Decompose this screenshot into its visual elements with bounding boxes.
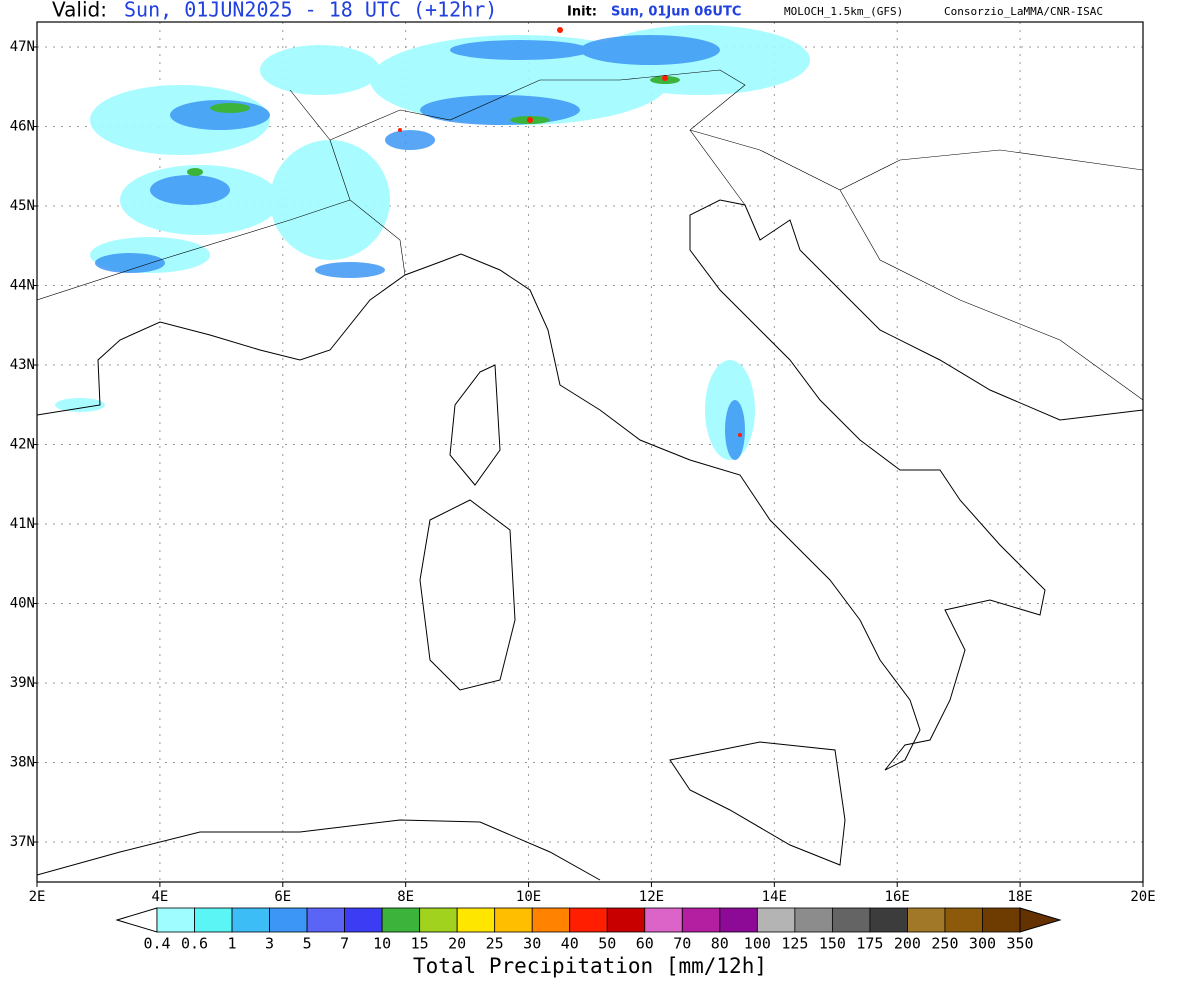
colorbar-label: 15 [411,935,429,953]
colorbar-box [719,907,758,933]
colorbar-label: 100 [744,935,771,953]
colorbar-label: 25 [486,935,504,953]
init-label: Init: [567,5,597,20]
colorbar-label: 150 [819,935,846,953]
lat-label: 40N [10,596,35,612]
lat-label: 47N [10,39,35,55]
colorbar-label: 5 [303,935,312,953]
colorbar-box [456,907,496,933]
valid-label: Valid: [52,0,107,22]
colorbar-box [269,907,308,933]
lat-label: 46N [10,119,35,135]
colorbar-label: 40 [561,935,579,953]
map-background [37,22,1143,882]
colorbar-label: 0.6 [181,935,208,953]
lon-label: 14E [762,889,787,905]
colorbar-box [569,907,608,933]
colorbar-box [907,907,946,933]
colorbar-box [794,907,833,933]
colorbar-box [644,907,683,933]
colorbar-box [306,907,346,933]
colorbar-over [1019,907,1062,933]
colorbar-label: 30 [523,935,541,953]
init-time: Sun, 01Jun 06UTC [611,5,741,20]
colorbar-label: 175 [856,935,883,953]
lat-label: 41N [10,516,35,532]
colorbar-box [831,907,871,933]
lat-label: 37N [10,834,35,850]
colorbar-label: 70 [673,935,691,953]
colorbar-label: 50 [598,935,616,953]
valid-time: Sun, 01JUN2025 - 18 UTC (+12hr) [124,0,497,22]
lat-label: 42N [10,437,35,453]
colorbar-under [115,907,158,933]
colorbar-box [494,907,533,933]
lon-label: 8E [397,889,414,905]
lon-label: 20E [1130,889,1155,905]
colorbar-label: 60 [636,935,654,953]
colorbar: 0.4 0.6 1 3 5 7 10 15 20 25 30 40 50 60 70 80 100 125 150 1… [115,907,1062,953]
colorbar-label: 300 [969,935,996,953]
lat-label: 45N [10,198,35,214]
colorbar-box [681,907,721,933]
colorbar-box [606,907,646,933]
borders [37,69,1143,401]
colorbar-box [194,907,233,933]
colorbar-label: 20 [448,935,466,953]
lon-label: 6E [274,889,291,905]
colorbar-box [419,907,458,933]
lat-label: 39N [10,675,35,691]
lat-label: 44N [10,278,35,294]
colorbar-box [531,907,571,933]
colorbar-box [869,907,908,933]
colorbar-box [982,907,1021,933]
colorbar-box [944,907,983,933]
source-name: Consorzio_LaMMA/CNR-ISAC [944,5,1103,18]
colorbar-box [231,907,270,933]
precipitation-field [55,25,810,460]
colorbar-box [756,907,796,933]
colorbar-label: 3 [265,935,274,953]
lat-label: 43N [10,357,35,373]
colorbar-box [381,907,421,933]
lon-label: 2E [29,889,46,905]
lon-label: 12E [639,889,664,905]
colorbar-label: 200 [894,935,921,953]
colorbar-label: 125 [781,935,808,953]
colorbar-label: 10 [373,935,391,953]
colorbar-label: 250 [931,935,958,953]
colorbar-title: Total Precipitation [mm/12h] [413,954,767,978]
colorbar-label: 1 [228,935,237,953]
colorbar-box [344,907,383,933]
lon-label: 10E [516,889,541,905]
lon-label: 18E [1007,889,1032,905]
colorbar-label: 0.4 [143,935,170,953]
lon-label: 4E [151,889,168,905]
colorbar-box [156,907,195,933]
colorbar-label: 7 [340,935,349,953]
map-frame [36,21,1144,883]
model-name: MOLOCH_1.5km_(GFS) [784,5,903,18]
colorbar-label: 80 [711,935,729,953]
coastlines [37,199,1143,881]
lon-label: 16E [885,889,910,905]
map-area [36,21,1144,883]
colorbar-label: 350 [1006,935,1033,953]
lat-label: 38N [10,755,35,771]
